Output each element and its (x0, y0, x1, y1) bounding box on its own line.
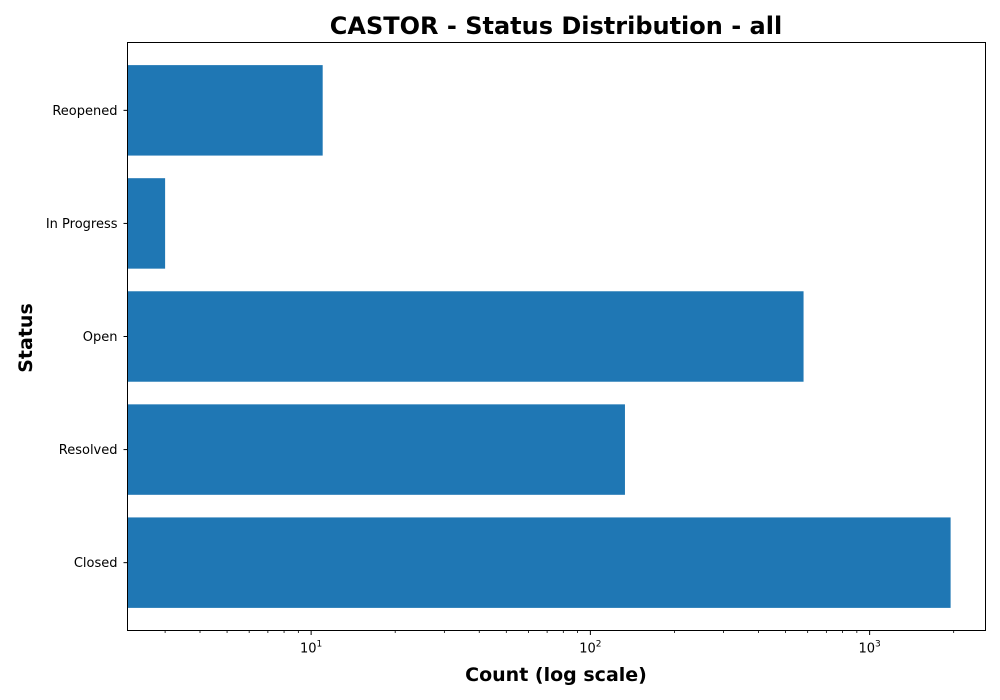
bar-in-progress (127, 178, 166, 269)
chart-title: CASTOR - Status Distribution - all (330, 12, 782, 40)
y-tick-label-resolved: Resolved (59, 443, 118, 458)
x-tick-label: 101 (300, 640, 322, 657)
bars-group (127, 65, 951, 608)
y-tick-label-reopened: Reopened (52, 104, 117, 119)
y-tick-label-in-progress: In Progress (46, 217, 118, 232)
y-tick-label-open: Open (83, 330, 118, 345)
bar-open (127, 291, 804, 382)
x-axis-label: Count (log scale) (465, 664, 647, 686)
bar-resolved (127, 404, 625, 495)
y-axis-label: Status (15, 303, 37, 373)
x-axis-ticks: 101 102 103 (164, 630, 955, 657)
bar-reopened (127, 65, 323, 156)
bar-closed (127, 517, 951, 608)
x-tick-label: 102 (579, 640, 601, 657)
y-axis-ticks: Closed Resolved Open In Progress Reopened (46, 104, 128, 571)
x-tick-label: 103 (858, 640, 880, 657)
y-tick-label-closed: Closed (74, 556, 118, 571)
